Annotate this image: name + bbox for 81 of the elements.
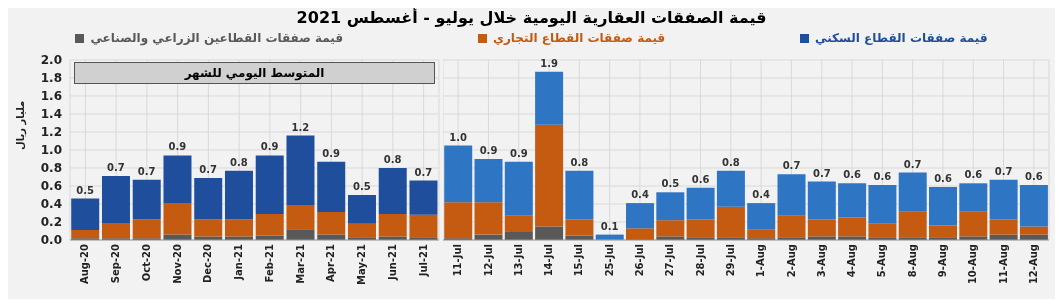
total-label: 0.7 <box>812 167 831 179</box>
total-label: 0.8 <box>570 156 589 168</box>
x-tick-label: Oct-20 <box>140 243 152 282</box>
x-tick-label: Jan-21 <box>233 243 245 281</box>
x-tick-label: 3-Aug <box>815 244 827 278</box>
x-tick-label: 29-Jul <box>724 244 736 277</box>
total-label: 0.5 <box>661 178 680 190</box>
total-label: 0.8 <box>722 156 740 168</box>
total-label: 0.9 <box>260 141 279 153</box>
x-tick-label: Nov-20 <box>171 243 183 284</box>
total-label: 0.7 <box>107 162 125 174</box>
total-label: 0.6 <box>843 169 862 181</box>
x-tick-label: Sep-20 <box>110 243 122 284</box>
y-tick-label: 2.0 <box>40 53 62 68</box>
x-tick-label: 15-Jul <box>573 244 585 277</box>
y-tick-label: 1.6 <box>40 89 62 104</box>
x-tick-label: 8-Aug <box>906 244 918 278</box>
y-tick-label: 1.4 <box>40 107 62 122</box>
total-label: 0.7 <box>994 165 1013 177</box>
x-tick-label: 11-Jul <box>452 244 464 277</box>
legend-label: قيمة صفقات القطاع السكني <box>815 31 988 45</box>
caption-box: المتوسط اليومي للشهر <box>74 62 435 84</box>
x-tick-label: 11-Aug <box>997 244 1009 285</box>
total-label: 0.6 <box>873 171 892 183</box>
total-label: 0.1 <box>600 220 619 232</box>
x-tick-label: Apr-21 <box>325 243 337 282</box>
x-tick-label: 4-Aug <box>846 244 858 278</box>
y-tick-label: 0.0 <box>40 233 62 248</box>
x-tick-label: 10-Aug <box>967 244 979 285</box>
y-tick-label: 0.2 <box>40 215 62 230</box>
total-label: 0.9 <box>322 147 341 159</box>
x-tick-label: Mar-21 <box>294 243 306 284</box>
total-label: 1.9 <box>540 57 559 69</box>
total-label: 0.6 <box>934 172 952 184</box>
x-tick-label: 12-Jul <box>482 244 494 277</box>
total-label: 0.6 <box>691 173 710 185</box>
text: قيمة الصفقات العقارية اليومية خلال يوليو - أغسطس 2021 <box>295 8 768 28</box>
x-tick-label: 25-Jul <box>603 244 615 277</box>
x-tick-label: Dec-20 <box>202 243 214 284</box>
x-tick-label: 12-Aug <box>1027 244 1039 285</box>
total-label: 0.7 <box>199 163 218 175</box>
total-label: 0.8 <box>383 154 402 165</box>
total-label: 0.7 <box>903 158 922 170</box>
x-tick-label: 1-Aug <box>755 244 767 278</box>
total-label: 0.4 <box>631 189 649 201</box>
x-tick-label: 14-Jul <box>543 244 555 277</box>
x-tick-label: 28-Jul <box>694 244 706 277</box>
y-tick-label: 0.8 <box>40 161 62 176</box>
x-tick-label: 5-Aug <box>876 244 888 278</box>
total-label: 0.7 <box>414 166 433 178</box>
y-axis-title: مليار ريال <box>14 100 27 150</box>
x-tick-label: 9-Aug <box>937 244 949 278</box>
y-tick-label: 1.2 <box>40 125 62 140</box>
x-tick-label: Feb-21 <box>263 243 275 283</box>
total-label: 0.4 <box>752 189 771 201</box>
legend-label: قيمة صفقات القطاعين الزراعي والصناعي <box>90 31 344 45</box>
x-tick-label: Jun-21 <box>386 243 398 282</box>
total-label: 0.6 <box>964 169 983 181</box>
y-tick-label: 0.6 <box>40 179 62 194</box>
legend-label: قيمة صفقات القطاع التجاري <box>492 31 666 45</box>
x-tick-label: 13-Jul <box>512 244 524 277</box>
total-label: 0.5 <box>76 184 95 196</box>
total-label: 0.5 <box>353 181 371 192</box>
x-tick-label: 26-Jul <box>634 244 646 277</box>
x-tick-label: Aug-20 <box>79 243 91 285</box>
total-label: 0.9 <box>509 147 528 159</box>
y-tick-label: 1.8 <box>40 71 62 86</box>
y-tick-label: 1.0 <box>40 143 62 158</box>
total-label: 1.2 <box>291 121 310 133</box>
x-tick-label: May-21 <box>356 243 368 285</box>
total-label: 0.7 <box>782 160 801 172</box>
total-label: 0.9 <box>479 145 498 156</box>
total-label: 0.8 <box>230 156 248 168</box>
x-tick-label: 2-Aug <box>785 244 797 278</box>
total-label: 0.7 <box>137 165 156 177</box>
total-label: 0.9 <box>168 141 187 153</box>
y-tick-label: 0.4 <box>40 197 62 212</box>
total-label: 0.6 <box>1025 171 1043 183</box>
x-tick-label: 27-Jul <box>664 244 676 277</box>
total-label: 1.0 <box>449 131 468 143</box>
x-tick-label: Jul-21 <box>417 243 429 278</box>
